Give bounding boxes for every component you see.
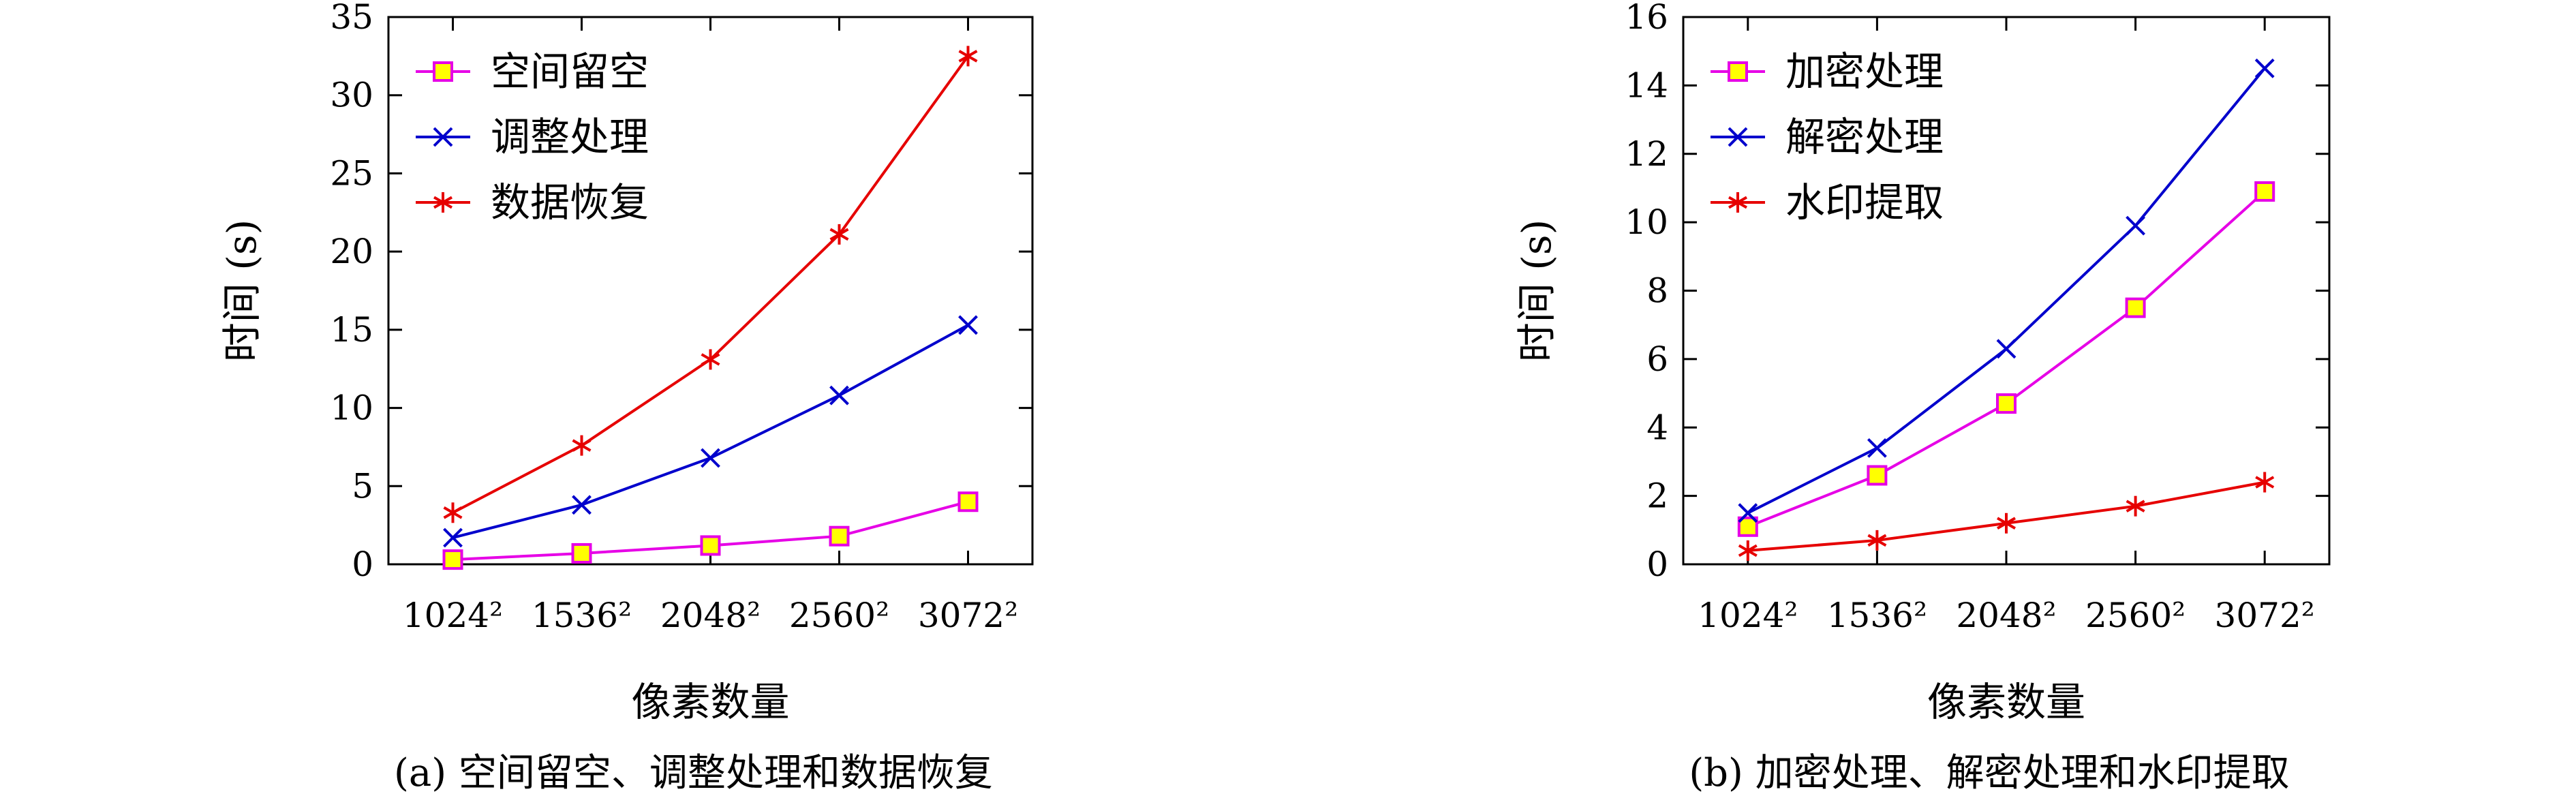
series-3	[443, 46, 978, 523]
data-point	[1867, 438, 1887, 458]
data-point	[700, 535, 721, 556]
x-tick-label: 1024²	[403, 596, 503, 635]
y-tick-label: 20	[330, 232, 373, 271]
data-point	[2255, 472, 2275, 493]
y-tick-label: 6	[1646, 339, 1668, 379]
legend-item: 数据恢复	[416, 179, 649, 226]
legend-label: 水印提取	[1785, 179, 1944, 226]
data-point	[1997, 512, 2016, 534]
legend-marker	[433, 61, 453, 82]
legend-marker	[433, 192, 453, 213]
y-tick-label: 5	[352, 466, 373, 506]
y-tick-label: 25	[330, 153, 373, 193]
x-tick-label: 3072²	[2215, 596, 2315, 635]
x-tick-label: 1536²	[1827, 596, 1927, 635]
legend-label: 数据恢复	[491, 179, 649, 226]
x-tick-label: 2560²	[2085, 596, 2186, 635]
x-tick-label: 1536²	[532, 596, 632, 635]
data-point	[443, 502, 463, 523]
legend-item: 加密处理	[1711, 48, 1944, 95]
data-point	[2125, 297, 2146, 318]
y-tick-label: 2	[1646, 476, 1668, 516]
data-point	[2254, 58, 2275, 78]
legend-item: 水印提取	[1711, 179, 1944, 226]
legend-marker	[1728, 61, 1748, 82]
series-line	[1747, 190, 2266, 528]
legend-item: 解密处理	[1711, 114, 1944, 160]
y-tick-label: 10	[330, 388, 373, 428]
y-tick-label: 14	[1625, 65, 1668, 105]
y-tick-label: 30	[330, 76, 373, 115]
x-axis-label: 像素数量	[631, 679, 789, 725]
y-axis-label: 时间 (s)	[1514, 219, 1560, 362]
series-3	[1738, 472, 2275, 561]
series-2	[1738, 58, 2275, 523]
data-point	[957, 491, 979, 512]
legend-marker	[1728, 127, 1748, 147]
legend-marker	[433, 127, 453, 147]
data-point	[1738, 540, 1758, 561]
y-tick-label: 15	[330, 310, 373, 350]
y-tick-label: 4	[1646, 408, 1668, 447]
y-tick-label: 0	[352, 545, 373, 584]
y-tick-label: 16	[1625, 0, 1668, 37]
data-point	[829, 525, 850, 547]
y-tick-label: 10	[1625, 202, 1668, 242]
data-point	[829, 224, 849, 245]
x-tick-label: 1024²	[1698, 596, 1798, 635]
data-point	[2126, 215, 2146, 236]
data-point	[701, 349, 720, 370]
data-point	[1867, 465, 1888, 486]
x-tick-label: 2048²	[660, 596, 761, 635]
data-point	[701, 448, 720, 468]
x-tick-label: 2560²	[789, 596, 889, 635]
data-point	[1738, 503, 1758, 523]
x-axis-label: 像素数量	[1927, 679, 2085, 725]
x-tick-label: 2048²	[1956, 596, 2056, 635]
data-point	[2126, 495, 2145, 517]
legend-item: 空间留空	[416, 48, 649, 95]
x-tick-label: 3072²	[918, 596, 1018, 635]
legend-marker	[1728, 192, 1747, 213]
chart-panel-a: 0 5 10 15 20 25 30 35 1024² 1536² 2048² 2560² 3072² 空…	[219, 0, 1034, 795]
data-point	[2254, 181, 2275, 202]
data-point	[1996, 393, 2017, 414]
data-point	[571, 542, 592, 564]
data-point	[1996, 339, 2017, 359]
legend-label: 调整处理	[491, 114, 649, 160]
y-tick-label: 8	[1646, 271, 1668, 311]
legend-item: 调整处理	[416, 114, 649, 160]
legend-label: 解密处理	[1785, 114, 1944, 160]
y-tick-label: 0	[1646, 545, 1668, 584]
data-point	[958, 315, 978, 335]
chart-panel-b: 0 2 4 6 8 10 12 14 16 1024² 1536² 2048² 2560² 3072² 加密…	[1514, 0, 2331, 795]
data-point	[572, 435, 592, 456]
y-tick-label: 35	[330, 0, 373, 37]
figure-caption: (b) 加密处理、解密处理和水印提取	[1689, 751, 2289, 795]
data-point	[572, 495, 592, 515]
series-1	[442, 491, 979, 570]
series-2	[443, 315, 978, 548]
figure-caption: (a) 空间留空、调整处理和数据恢复	[394, 751, 993, 795]
series-1	[1737, 181, 2275, 537]
plot-frame	[1682, 16, 2331, 566]
y-axis-label: 时间 (s)	[219, 219, 265, 362]
data-point	[1867, 530, 1887, 551]
legend-label: 空间留空	[491, 48, 649, 95]
data-point	[958, 46, 978, 67]
legend-label: 加密处理	[1785, 48, 1944, 95]
data-point	[442, 549, 463, 570]
data-point	[443, 527, 463, 548]
y-tick-label: 12	[1625, 134, 1668, 174]
data-point	[829, 385, 849, 405]
